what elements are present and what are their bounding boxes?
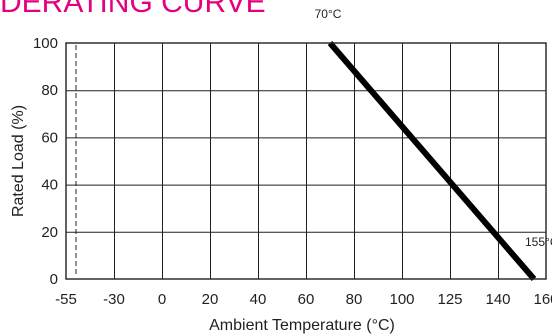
x-tick-label: -30 bbox=[103, 291, 125, 308]
annotation-label: 70°C bbox=[315, 7, 342, 21]
y-tick-label: 100 bbox=[33, 35, 58, 52]
y-axis-label: Rated Load (%) bbox=[10, 105, 27, 217]
y-tick-label: 0 bbox=[50, 271, 58, 288]
y-tick-label: 80 bbox=[41, 82, 58, 99]
x-tick-label: 0 bbox=[158, 291, 166, 308]
annotation-label: 155°C bbox=[525, 235, 552, 249]
chart-title: DERATING CURVE bbox=[0, 0, 266, 19]
x-axis-label: Ambient Temperature (°C) bbox=[209, 317, 395, 334]
x-tick-label: 20 bbox=[202, 291, 219, 308]
x-tick-label: 80 bbox=[346, 291, 363, 308]
x-tick-label: 140 bbox=[485, 291, 510, 308]
y-tick-label: 40 bbox=[41, 177, 58, 194]
grid-layer bbox=[66, 43, 546, 279]
y-tick-label: 60 bbox=[41, 129, 58, 146]
x-tick-label: -55 bbox=[55, 291, 77, 308]
series-layer bbox=[327, 41, 537, 281]
plot-frame bbox=[65, 42, 547, 280]
x-tick-label: 60 bbox=[298, 291, 315, 308]
y-tick-label: 20 bbox=[41, 224, 58, 241]
x-tick-label: 125 bbox=[437, 291, 462, 308]
x-tick-label: 40 bbox=[250, 291, 267, 308]
derating-line bbox=[327, 41, 537, 281]
annotation-layer: 70°C 155°C bbox=[315, 7, 552, 249]
x-tick-label: 100 bbox=[389, 291, 414, 308]
x-tick-label: 160 bbox=[533, 291, 552, 308]
tick-layer: -55 -30 0 20 40 60 80 100 125 140 160 0 20 40 60 80 100 bbox=[33, 35, 552, 308]
